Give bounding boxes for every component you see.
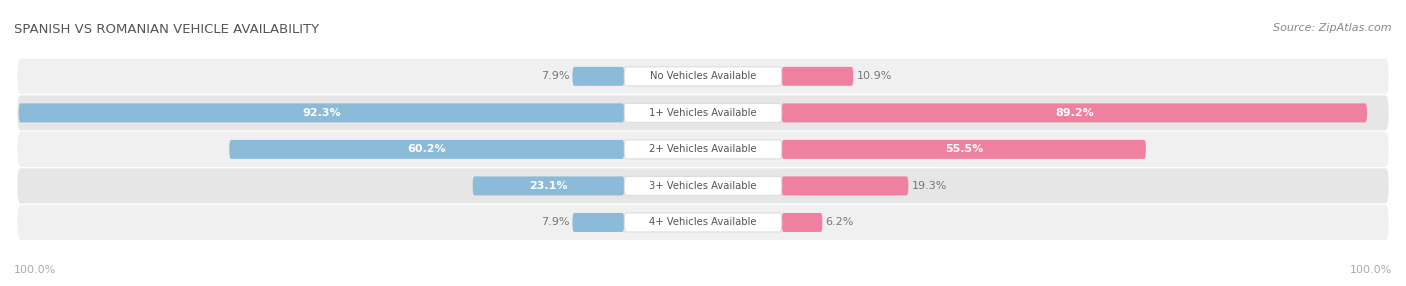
Text: SPANISH VS ROMANIAN VEHICLE AVAILABILITY: SPANISH VS ROMANIAN VEHICLE AVAILABILITY xyxy=(14,23,319,36)
Text: 6.2%: 6.2% xyxy=(825,217,853,227)
Text: 55.5%: 55.5% xyxy=(945,144,983,154)
Text: No Vehicles Available: No Vehicles Available xyxy=(650,71,756,81)
Text: 100.0%: 100.0% xyxy=(1350,265,1392,275)
FancyBboxPatch shape xyxy=(782,140,1146,159)
FancyBboxPatch shape xyxy=(624,103,782,122)
FancyBboxPatch shape xyxy=(17,95,1389,130)
Text: 4+ Vehicles Available: 4+ Vehicles Available xyxy=(650,217,756,227)
FancyBboxPatch shape xyxy=(472,176,624,195)
FancyBboxPatch shape xyxy=(229,140,624,159)
FancyBboxPatch shape xyxy=(624,176,782,195)
FancyBboxPatch shape xyxy=(782,67,853,86)
Text: 3+ Vehicles Available: 3+ Vehicles Available xyxy=(650,181,756,191)
FancyBboxPatch shape xyxy=(624,140,782,159)
FancyBboxPatch shape xyxy=(17,205,1389,240)
Text: 10.9%: 10.9% xyxy=(856,71,891,81)
Text: 100.0%: 100.0% xyxy=(14,265,56,275)
FancyBboxPatch shape xyxy=(17,168,1389,203)
FancyBboxPatch shape xyxy=(17,132,1389,167)
FancyBboxPatch shape xyxy=(572,213,624,232)
Text: 92.3%: 92.3% xyxy=(302,108,340,118)
FancyBboxPatch shape xyxy=(782,176,908,195)
FancyBboxPatch shape xyxy=(17,59,1389,94)
Text: Source: ZipAtlas.com: Source: ZipAtlas.com xyxy=(1274,23,1392,33)
FancyBboxPatch shape xyxy=(624,213,782,232)
Text: 23.1%: 23.1% xyxy=(529,181,568,191)
Text: 60.2%: 60.2% xyxy=(408,144,446,154)
Text: 2+ Vehicles Available: 2+ Vehicles Available xyxy=(650,144,756,154)
FancyBboxPatch shape xyxy=(624,67,782,86)
Text: 7.9%: 7.9% xyxy=(541,217,569,227)
FancyBboxPatch shape xyxy=(18,103,624,122)
FancyBboxPatch shape xyxy=(572,67,624,86)
Text: 1+ Vehicles Available: 1+ Vehicles Available xyxy=(650,108,756,118)
FancyBboxPatch shape xyxy=(782,213,823,232)
Text: 7.9%: 7.9% xyxy=(541,71,569,81)
Text: 89.2%: 89.2% xyxy=(1054,108,1094,118)
FancyBboxPatch shape xyxy=(782,103,1367,122)
Text: 19.3%: 19.3% xyxy=(911,181,948,191)
